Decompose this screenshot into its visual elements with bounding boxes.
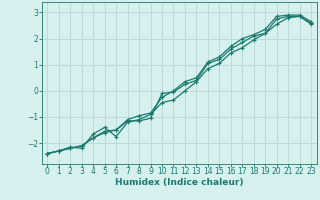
X-axis label: Humidex (Indice chaleur): Humidex (Indice chaleur): [115, 178, 244, 187]
